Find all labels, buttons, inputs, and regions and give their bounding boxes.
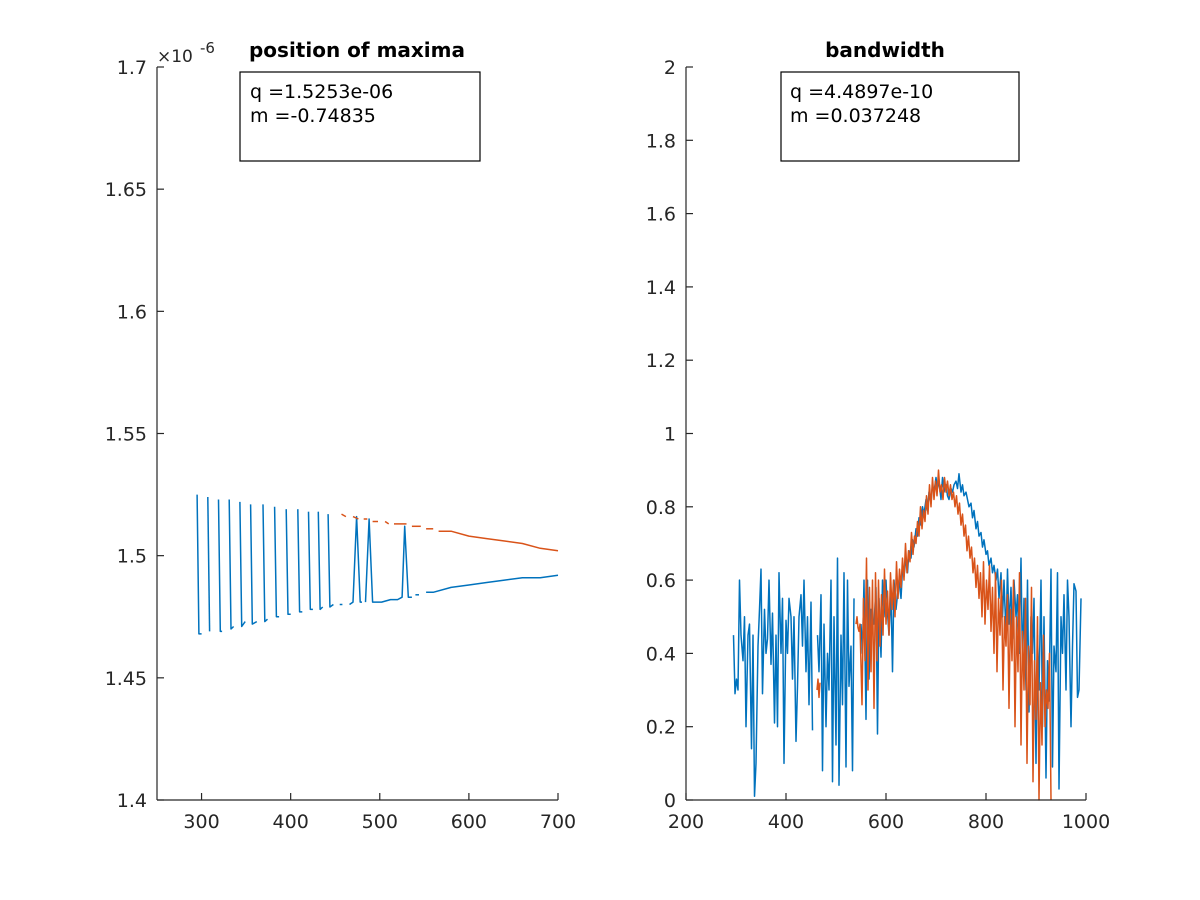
bandwidth-y-tick-label: 1 [664,424,676,446]
position-of-maxima-series-blue-line [262,504,268,623]
bandwidth-y-tick-label: 0.6 [646,570,676,592]
annotation-left-q: q =1.5253e-06 [250,81,393,103]
plot-bandwidth-title: bandwidth [825,38,945,62]
position-of-maxima-series-blue-line [207,496,211,632]
position-of-maxima-x-tick-label: 700 [540,811,576,833]
annotation-right-q: q =4.4897e-10 [790,81,933,103]
position-of-maxima-x-tick-label: 500 [362,811,398,833]
bandwidth-y-tick-label: 1.4 [646,277,676,299]
plot-position-of-maxima-lines [196,494,559,635]
plot-position-of-maxima-axes: 1.4 1.45 1.5 1.55 1.6 1.65 1.7 300 400 500 600 700 [105,57,576,833]
bandwidth-x-tick-label: 400 [768,811,804,833]
position-of-maxima-series-blue-line [317,511,324,611]
bandwidth-x-tick-label: 1000 [1062,811,1110,833]
position-of-maxima-y-tick-label: 1.55 [105,424,147,446]
y-exponent-power: -6 [200,39,215,57]
bandwidth-y-tick-label: 1.6 [646,204,676,226]
plot-bandwidth: 0 0.2 0.4 0.6 0.8 1 1.2 1.4 1.6 1.8 2 200 400 600 800 1… [646,38,1110,833]
annotation-box-right-frame [780,71,1020,162]
y-exponent-base: ×10 [157,47,193,67]
plot-position-of-maxima-title: position of maxima [249,38,465,62]
position-of-maxima-series-orange-line [384,520,390,525]
position-of-maxima-x-tick-label: 300 [183,811,219,833]
bandwidth-y-tick-label: 0.2 [646,717,676,739]
bandwidth-y-tick-label: 2 [664,57,676,79]
position-of-maxima-x-tick-label: 600 [451,811,487,833]
bandwidth-y-tick-label: 1.8 [646,130,676,152]
position-of-maxima-y-tick-label: 1.65 [105,179,147,201]
bandwidth-y-tick-label: 1.2 [646,350,676,372]
position-of-maxima-series-blue-line [349,515,362,606]
position-of-maxima-series-blue-line [196,494,202,635]
annotation-left-m: m =-0.74835 [250,105,376,127]
bandwidth-series-blue-line [816,557,855,787]
bandwidth-x-tick-label: 800 [968,811,1004,833]
position-of-maxima-y-tick-label: 1.5 [117,546,147,568]
bandwidth-series-blue-line [732,568,814,798]
bandwidth-series-orange-line [855,469,1052,801]
position-of-maxima-series-blue-line [364,518,412,603]
position-of-maxima-series-blue-line [285,509,291,616]
position-of-maxima-series-orange-line [438,530,559,552]
annotation-right-m: m =0.037248 [790,105,921,127]
position-of-maxima-series-blue-line [239,501,246,628]
position-of-maxima-series-blue-line [228,499,235,630]
position-of-maxima-series-orange-line [341,513,347,518]
plot-bandwidth-axes: 0 0.2 0.4 0.6 0.8 1 1.2 1.4 1.6 1.8 2 200 400 600 800 1… [646,57,1110,833]
position-of-maxima-series-blue-line [307,511,313,611]
plot-bandwidth-lines [732,469,1082,801]
bandwidth-series-orange-line [816,678,821,699]
position-of-maxima-x-tick-label: 400 [273,811,309,833]
bandwidth-y-tick-label: 0.8 [646,497,676,519]
position-of-maxima-series-blue-line [426,574,559,594]
position-of-maxima-series-blue-line [249,504,258,625]
position-of-maxima-y-tick-label: 1.4 [117,790,147,812]
position-of-maxima-series-blue-line [273,506,280,618]
annotation-box-left-frame [239,71,481,162]
position-of-maxima-series-orange-line [352,515,359,520]
position-of-maxima-series-blue-line [217,499,223,633]
position-of-maxima-series-blue-line [297,509,303,613]
bandwidth-x-tick-label: 200 [668,811,704,833]
bandwidth-y-tick-label: 0.4 [646,643,676,665]
position-of-maxima-series-blue-line [327,514,334,608]
position-of-maxima-y-tick-label: 1.6 [117,301,147,323]
position-of-maxima-y-tick-label: 1.7 [117,57,147,79]
bandwidth-x-tick-label: 600 [868,811,904,833]
annotation-box-left: q =1.5253e-06 m =-0.74835 [239,71,481,162]
annotation-box-right: q =4.4897e-10 m =0.037248 [780,71,1020,162]
bandwidth-y-tick-label: 0 [664,790,676,812]
position-of-maxima-y-tick-label: 1.45 [105,668,147,690]
